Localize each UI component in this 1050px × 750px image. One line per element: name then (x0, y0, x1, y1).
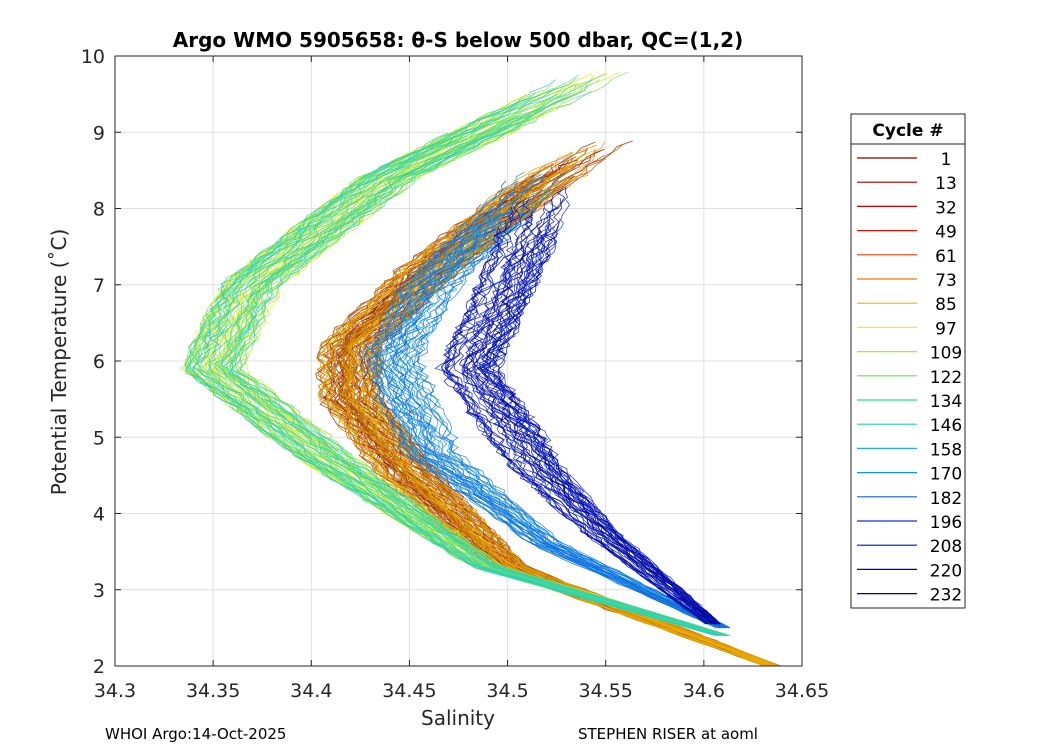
profile-line (443, 207, 708, 625)
profile-line (474, 222, 716, 625)
legend-entry-label: 109 (930, 344, 962, 364)
legend-entry-label: 196 (930, 513, 962, 533)
profile-line (229, 97, 729, 636)
legend-entry-label: 49 (935, 223, 957, 243)
profile-line (185, 79, 716, 636)
legend-entry-label: 232 (930, 586, 962, 606)
x-axis-label: Salinity (421, 706, 495, 730)
x-tick-label: 34.3 (94, 680, 136, 702)
y-axis-label: Potential Temperature (˚C) (47, 229, 71, 496)
y-tick-label: 4 (93, 504, 105, 526)
legend-entry-label: 97 (935, 319, 957, 339)
profile-line (416, 199, 731, 629)
legend-title: Cycle # (872, 121, 943, 141)
y-tick-label: 10 (81, 46, 105, 68)
x-tick-label: 34.5 (486, 680, 528, 702)
legend-entry-label: 220 (930, 561, 962, 581)
profile-line (463, 214, 715, 625)
profile-line (198, 116, 720, 636)
profile-line (200, 77, 722, 636)
profile-line (371, 205, 721, 629)
legend-entry-label: 13 (935, 174, 957, 194)
profile-line (379, 191, 722, 629)
profile-line (239, 90, 730, 636)
profile-line (221, 102, 727, 636)
profile-line (208, 93, 721, 636)
profile-line (472, 246, 715, 625)
profile-line (467, 253, 715, 625)
profile-line (231, 123, 728, 636)
x-tick-label: 34.65 (775, 680, 829, 702)
profile-line (479, 218, 717, 625)
profile-line (458, 214, 712, 625)
x-tick-label: 34.4 (290, 680, 332, 702)
x-tick-label: 34.55 (579, 680, 633, 702)
profile-lines (179, 71, 781, 667)
profile-line (221, 84, 727, 636)
profile-line (193, 88, 721, 636)
y-tick-label: 6 (93, 351, 105, 373)
profile-line (414, 210, 731, 629)
footer-author: STEPHEN RISER at aoml (578, 725, 758, 743)
profile-line (192, 132, 720, 636)
profile-line (406, 208, 729, 629)
profile-line (397, 198, 726, 629)
y-tick-label: 3 (93, 580, 105, 602)
x-tick-label: 34.35 (186, 680, 240, 702)
y-tick-label: 5 (93, 427, 105, 449)
legend-entry-label: 122 (930, 368, 962, 388)
y-tick-label: 7 (93, 275, 105, 297)
x-tick-label: 34.45 (382, 680, 436, 702)
profile-line (359, 180, 717, 629)
x-axis-ticks: 34.3 34.35 34.4 34.45 34.5 34.55 34.6 34.65 (94, 56, 829, 702)
legend: Cycle # 1 13 32 49 61 73 85 97 109 122 134 146 158 17… (850, 113, 966, 609)
profile-line (434, 227, 706, 625)
chart-title: Argo WMO 5905658: θ-S below 500 dbar, QC… (173, 28, 743, 52)
footer-date: WHOI Argo:14-Oct-2025 (105, 725, 287, 743)
profile-line (461, 248, 714, 625)
profile-line (461, 216, 713, 625)
legend-entry-label: 158 (930, 440, 962, 460)
legend-entry-label: 73 (935, 271, 957, 291)
profile-line (492, 232, 720, 625)
profile-line (485, 187, 719, 625)
profile-line (485, 233, 719, 625)
legend-entry-label: 182 (930, 489, 962, 509)
y-tick-label: 9 (93, 122, 105, 144)
legend-entry-label: 1 (941, 150, 952, 170)
legend-entry-label: 134 (930, 392, 962, 412)
legend-entry-label: 170 (930, 465, 962, 485)
profile-line (445, 198, 711, 625)
y-tick-label: 8 (93, 199, 105, 221)
y-axis-ticks: 2 3 4 5 6 7 8 9 10 (81, 46, 802, 678)
profile-line (389, 219, 725, 629)
profile-line (488, 198, 721, 625)
profile-line (493, 225, 720, 625)
profile-line (481, 187, 720, 625)
x-tick-label: 34.6 (683, 680, 725, 702)
legend-entry-label: 146 (930, 416, 962, 436)
legend-entry-label: 61 (935, 247, 957, 267)
profile-line (394, 176, 725, 629)
legend-entry-label: 208 (930, 537, 962, 557)
y-tick-label: 2 (93, 656, 105, 678)
profile-line (366, 212, 720, 629)
legend-entry-label: 85 (935, 295, 957, 315)
profile-line (411, 218, 730, 629)
profile-line (390, 173, 724, 629)
legend-entry-label: 32 (935, 198, 957, 218)
